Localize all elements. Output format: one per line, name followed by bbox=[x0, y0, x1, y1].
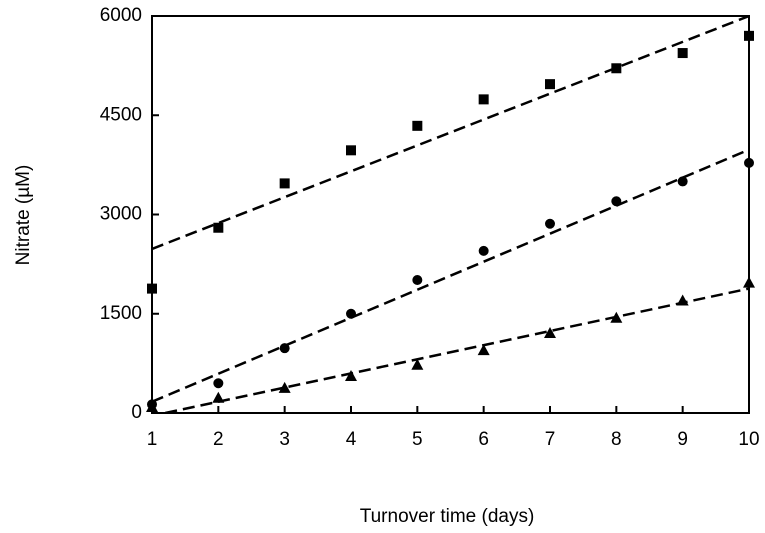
trend-line bbox=[152, 148, 749, 403]
data-point bbox=[477, 344, 490, 356]
x-tick-label: 3 bbox=[279, 429, 290, 450]
x-tick-label: 6 bbox=[478, 429, 489, 450]
data-point bbox=[346, 145, 356, 156]
data-point bbox=[743, 276, 755, 288]
data-point bbox=[677, 176, 688, 187]
data-point bbox=[545, 218, 555, 229]
y-tick-label: 4500 bbox=[100, 104, 142, 125]
x-tick-label: 10 bbox=[738, 429, 759, 450]
data-point bbox=[478, 245, 489, 256]
y-tick-label: 3000 bbox=[100, 204, 142, 225]
data-point bbox=[544, 326, 556, 338]
data-point bbox=[412, 275, 423, 286]
x-tick-label: 7 bbox=[545, 429, 556, 450]
data-point bbox=[278, 381, 291, 393]
data-point bbox=[212, 391, 225, 403]
data-point bbox=[412, 120, 423, 131]
y-axis-label: Nitrate (µM) bbox=[13, 165, 34, 266]
data-point bbox=[279, 343, 290, 354]
x-axis-label: Turnover time (days) bbox=[360, 506, 535, 527]
x-tick-label: 4 bbox=[346, 429, 357, 450]
data-point bbox=[545, 79, 555, 90]
data-point bbox=[478, 94, 489, 105]
trend-lines bbox=[152, 16, 749, 413]
data-point bbox=[611, 63, 622, 74]
trend-line bbox=[165, 287, 749, 413]
data-point bbox=[411, 358, 424, 370]
data-point bbox=[146, 401, 158, 413]
data-point bbox=[147, 283, 157, 294]
data-point bbox=[610, 311, 623, 323]
x-tick-label: 8 bbox=[611, 429, 622, 450]
data-point bbox=[744, 157, 754, 168]
data-point bbox=[744, 30, 754, 41]
data-point bbox=[279, 178, 290, 189]
x-tick-label: 9 bbox=[677, 429, 688, 450]
y-tick-label: 1500 bbox=[100, 303, 142, 324]
x-tick-label: 5 bbox=[412, 429, 423, 450]
data-point bbox=[213, 378, 224, 389]
data-point bbox=[611, 196, 622, 207]
data-point bbox=[676, 294, 689, 306]
data-point bbox=[345, 369, 357, 381]
x-tick-label: 2 bbox=[213, 429, 224, 450]
trend-line bbox=[152, 16, 749, 251]
x-tick-label: 1 bbox=[147, 429, 158, 450]
data-point bbox=[346, 308, 356, 319]
data-point bbox=[213, 222, 224, 233]
data-point bbox=[677, 48, 688, 59]
y-tick-label: 6000 bbox=[100, 5, 142, 26]
y-tick-label: 0 bbox=[131, 402, 142, 423]
